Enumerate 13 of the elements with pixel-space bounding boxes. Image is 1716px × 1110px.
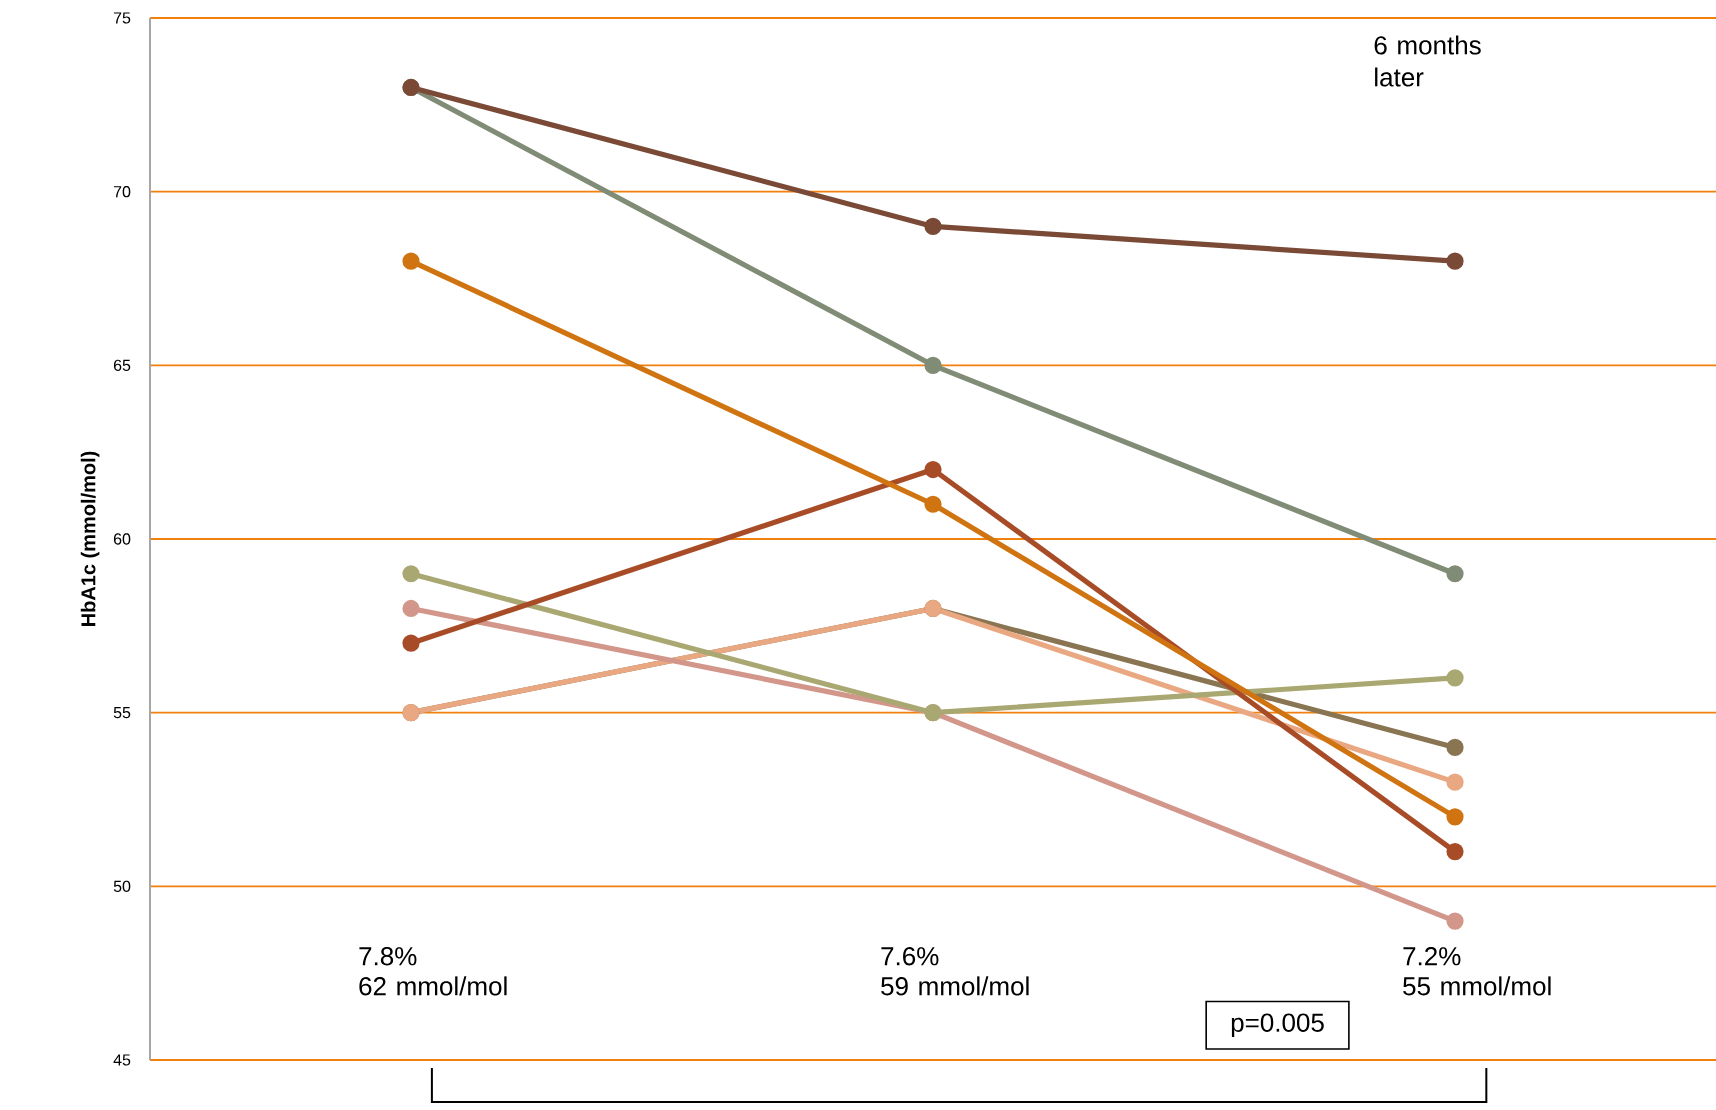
y-tick-label: 70 (113, 186, 131, 198)
y-tick-label: 45 (113, 1054, 131, 1066)
x-tick-label: 7.2% 55 mmol/mol (1403, 947, 1551, 996)
y-tick-label: 55 (113, 707, 131, 719)
y-tick-label: 75 (113, 12, 131, 24)
x-tick-label: 7.6% 59 mmol/mol (881, 947, 1029, 996)
y-axis-title: HbA1c (mmol/mol) (80, 451, 100, 626)
annotation: p=0.005 (1231, 1013, 1324, 1038)
annotation: 6 months later (1374, 35, 1481, 87)
y-tick-label: 60 (113, 533, 131, 545)
x-tick-label: 7.8% 62 mmol/mol (359, 947, 507, 996)
y-tick-label: 65 (113, 359, 131, 371)
y-tick-label: 50 (113, 880, 131, 892)
